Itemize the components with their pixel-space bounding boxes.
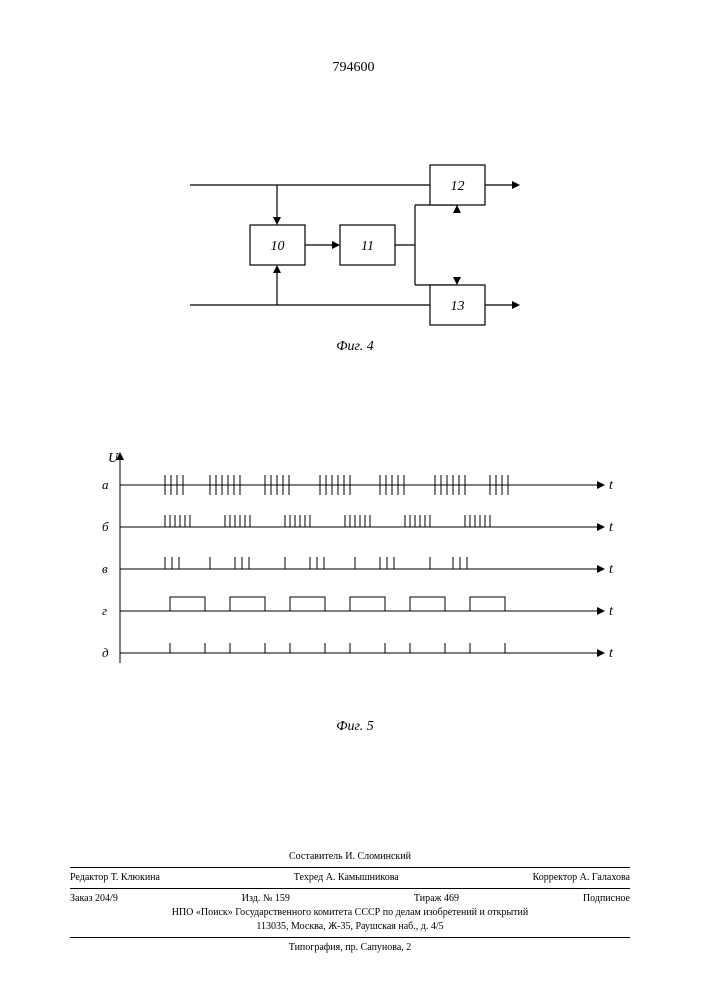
corrector: Корректор А. Галахова: [533, 871, 630, 885]
svg-text:t: t: [609, 562, 614, 577]
tech-editor: Техред А. Камышникова: [294, 871, 399, 885]
svg-text:12: 12: [451, 179, 465, 194]
svg-text:t: t: [609, 478, 614, 493]
credits-row: Редактор Т. Клюкина Техред А. Камышников…: [70, 871, 630, 885]
svg-text:д: д: [102, 645, 109, 660]
subscription: Подписное: [583, 892, 630, 906]
divider: [70, 937, 630, 938]
figure-5: Uаtбtвtгtдt Фиг. 5: [95, 450, 615, 710]
block-diagram: 10 11 12 13: [190, 150, 520, 340]
publisher-line: НПО «Поиск» Государственного комитета СС…: [70, 906, 630, 920]
svg-text:10: 10: [271, 239, 285, 254]
divider: [70, 888, 630, 889]
editor: Редактор Т. Клюкина: [70, 871, 160, 885]
svg-text:13: 13: [451, 299, 465, 314]
issue-no: Изд. № 159: [242, 892, 290, 906]
timing-diagram: Uа t б t в t г t д t: [95, 450, 615, 700]
imprint-footer: Составитель И. Сломинский Редактор Т. Кл…: [70, 850, 630, 955]
svg-text:б: б: [102, 519, 109, 534]
address-line: 113035, Москва, Ж-35, Раушская наб., д. …: [70, 920, 630, 934]
svg-text:t: t: [609, 646, 614, 661]
svg-text:а: а: [102, 477, 109, 492]
order-no: Заказ 204/9: [70, 892, 118, 906]
svg-text:г: г: [102, 603, 107, 618]
printing-house: Типография, пр. Сапунова, 2: [70, 941, 630, 955]
svg-text:t: t: [609, 604, 614, 619]
figure-4-caption: Фиг. 4: [190, 339, 520, 355]
figure-5-caption: Фиг. 5: [95, 719, 615, 735]
svg-text:t: t: [609, 520, 614, 535]
figure-4: 10111213 Фиг. 4: [190, 150, 520, 350]
divider: [70, 867, 630, 868]
page-number: 794600: [0, 60, 707, 76]
print-run: Тираж 469: [414, 892, 459, 906]
svg-text:11: 11: [361, 239, 374, 254]
order-row: Заказ 204/9 Изд. № 159 Тираж 469 Подписн…: [70, 892, 630, 906]
svg-text:U: U: [108, 451, 119, 466]
compiler-line: Составитель И. Сломинский: [70, 850, 630, 864]
svg-text:в: в: [102, 561, 108, 576]
